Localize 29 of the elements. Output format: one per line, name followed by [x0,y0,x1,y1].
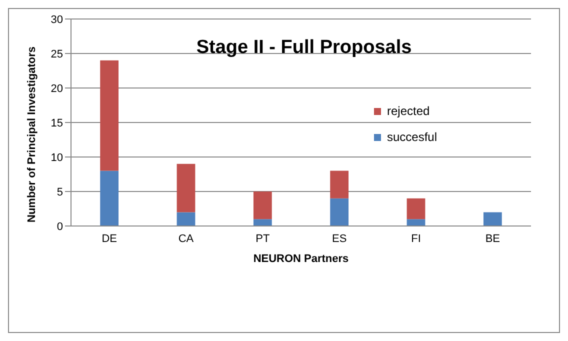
y-tick-label: 15 [50,117,63,130]
x-tick-label: PT [256,232,270,245]
bar [253,219,272,226]
bar [100,170,119,226]
y-tick-label: 5 [56,186,63,198]
legend-label: rejected [387,104,430,118]
x-axis-title: NEURON Partners [253,253,349,265]
x-tick-label: ES [332,232,347,245]
x-tick-label: FI [411,232,421,245]
x-tick-label: DE [102,232,117,245]
y-tick-label: 25 [50,48,63,60]
y-axis-title: Number of Principal Investigators [26,46,38,222]
y-tick-label: 10 [50,152,63,164]
x-tick-label: CA [178,232,194,245]
bar [176,164,196,212]
legend-label: succesful [387,130,438,144]
bar [253,192,272,220]
bar [483,212,502,226]
y-tick-label: 20 [50,82,63,95]
bar [100,60,119,171]
bar [406,198,426,220]
bar [330,170,349,198]
bar [176,212,196,226]
y-tick-label: 0 [56,220,63,233]
x-tick-label: BE [485,232,500,245]
bar [406,219,426,226]
y-tick-label: 30 [50,14,63,26]
text: Stage II - Full Proposals [195,37,413,59]
bar [330,198,349,226]
